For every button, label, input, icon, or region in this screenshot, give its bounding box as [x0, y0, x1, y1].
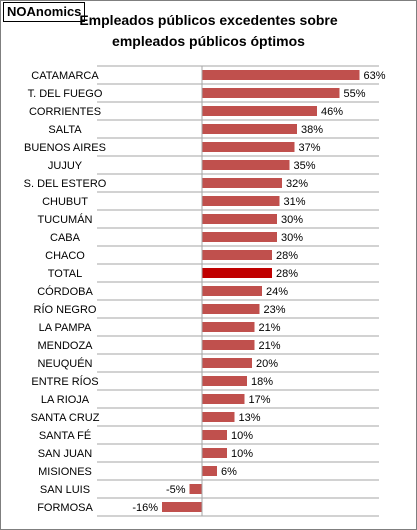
- bar-4: [202, 142, 295, 152]
- category-label-2: CORRIENTES: [29, 106, 101, 118]
- category-label-19: SANTA CRUZ: [31, 412, 100, 424]
- value-label-22: 6%: [221, 466, 237, 478]
- value-label-16: 20%: [256, 358, 278, 370]
- bar-5: [202, 160, 290, 170]
- category-label-17: ENTRE RÍOS: [31, 375, 98, 388]
- category-label-13: RÍO NEGRO: [34, 303, 97, 316]
- bar-13: [202, 304, 260, 314]
- brand-logo: NOAnomics: [3, 2, 86, 22]
- bar-8: [202, 214, 277, 224]
- bar-3: [202, 124, 297, 134]
- value-label-8: 30%: [281, 214, 303, 226]
- bar-23: [189, 484, 202, 494]
- bar-1: [202, 88, 340, 98]
- category-label-7: CHUBUT: [42, 196, 88, 208]
- chart-title: Empleados públicos excedentes sobre empl…: [41, 10, 376, 52]
- category-label-3: SALTA: [48, 124, 82, 136]
- value-label-21: 10%: [231, 448, 253, 460]
- bar-24: [162, 502, 202, 512]
- value-label-20: 10%: [231, 430, 253, 442]
- bar-9: [202, 232, 277, 242]
- chart-title-line-1: Empleados públicos excedentes sobre: [79, 12, 338, 28]
- category-label-23: SAN LUIS: [40, 484, 90, 496]
- category-label-16: NEUQUÉN: [37, 357, 92, 370]
- bar-7: [202, 196, 280, 206]
- bar-6: [202, 178, 282, 188]
- bar-16: [202, 358, 252, 368]
- value-label-13: 23%: [264, 304, 286, 316]
- bar-18: [202, 394, 245, 404]
- value-label-5: 35%: [294, 160, 316, 172]
- bar-21: [202, 448, 227, 458]
- bar-11: [202, 268, 272, 278]
- category-label-4: BUENOS AIRES: [24, 142, 106, 154]
- value-label-24: -16%: [132, 502, 158, 514]
- category-label-9: CABA: [50, 232, 81, 244]
- category-label-8: TUCUMÁN: [38, 213, 93, 226]
- bar-22: [202, 466, 217, 476]
- category-label-6: S. DEL ESTERO: [24, 178, 107, 190]
- category-label-20: SANTA FÉ: [39, 429, 91, 442]
- value-label-4: 37%: [299, 142, 321, 154]
- bar-15: [202, 340, 255, 350]
- category-label-1: T. DEL FUEGO: [28, 88, 103, 100]
- value-label-0: 63%: [364, 70, 386, 82]
- category-label-12: CÓRDOBA: [37, 285, 93, 298]
- bar-0: [202, 70, 360, 80]
- value-label-23: -5%: [166, 484, 186, 496]
- value-label-1: 55%: [344, 88, 366, 100]
- value-label-11: 28%: [276, 268, 298, 280]
- chart-title-line-2: empleados públicos óptimos: [112, 33, 305, 49]
- value-label-15: 21%: [259, 340, 281, 352]
- value-label-10: 28%: [276, 250, 298, 262]
- category-label-11: TOTAL: [48, 268, 82, 280]
- category-label-5: JUJUY: [48, 160, 83, 172]
- category-label-22: MISIONES: [38, 466, 92, 478]
- value-label-3: 38%: [301, 124, 323, 136]
- value-label-18: 17%: [249, 394, 271, 406]
- value-label-14: 21%: [259, 322, 281, 334]
- bar-2: [202, 106, 317, 116]
- value-label-7: 31%: [284, 196, 306, 208]
- bar-17: [202, 376, 247, 386]
- value-label-19: 13%: [239, 412, 261, 424]
- value-label-6: 32%: [286, 178, 308, 190]
- bar-14: [202, 322, 255, 332]
- category-label-10: CHACO: [45, 250, 85, 262]
- category-label-21: SAN JUAN: [38, 448, 92, 460]
- bar-19: [202, 412, 235, 422]
- bar-20: [202, 430, 227, 440]
- bar-12: [202, 286, 262, 296]
- value-label-12: 24%: [266, 286, 288, 298]
- category-label-18: LA RIOJA: [41, 394, 90, 406]
- category-label-24: FORMOSA: [37, 502, 93, 514]
- category-label-14: LA PAMPA: [39, 322, 92, 334]
- category-label-15: MENDOZA: [38, 340, 94, 352]
- value-label-9: 30%: [281, 232, 303, 244]
- bar-10: [202, 250, 272, 260]
- value-label-17: 18%: [251, 376, 273, 388]
- value-label-2: 46%: [321, 106, 343, 118]
- category-label-0: CATAMARCA: [31, 70, 99, 82]
